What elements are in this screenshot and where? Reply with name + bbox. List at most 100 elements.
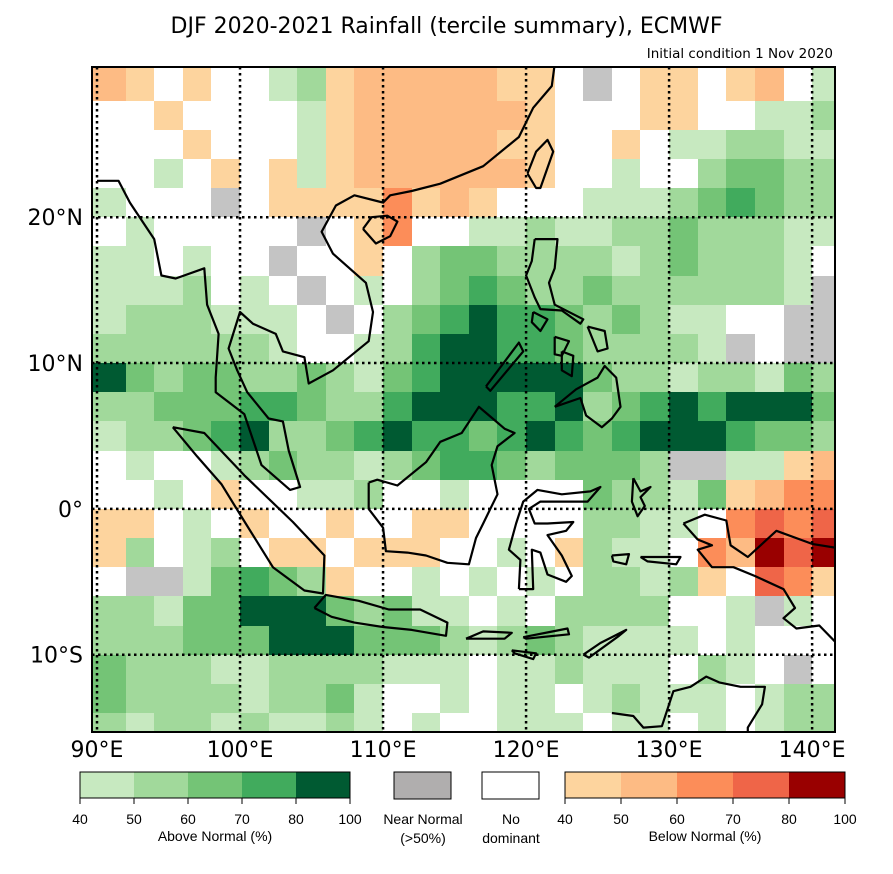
- grid-cell: [354, 67, 383, 101]
- grid-cell: [326, 276, 354, 305]
- grid-cell: [640, 363, 669, 392]
- timor-coast: [582, 628, 628, 659]
- grid-cell: [784, 713, 812, 732]
- grid-cell: [354, 421, 383, 451]
- grid-cell: [211, 188, 240, 217]
- grid-cell: [297, 67, 326, 101]
- grid-cell: [640, 130, 669, 159]
- grid-cell: [726, 713, 755, 732]
- grid-cell: [383, 451, 412, 480]
- grid-cell: [211, 276, 240, 305]
- grid-cell: [555, 655, 583, 684]
- grid-cell: [383, 626, 412, 655]
- grid-cell: [698, 567, 726, 596]
- grid-cell: [583, 451, 612, 480]
- grid-cell: [240, 567, 269, 596]
- grid-cell: [698, 480, 726, 509]
- grid-cell: [240, 67, 269, 101]
- grid-cell: [326, 130, 354, 159]
- above-color-swatch: [188, 772, 242, 798]
- grid-cell: [297, 305, 326, 334]
- grid-cell: [269, 596, 297, 626]
- buru-coast: [610, 552, 631, 566]
- lat-label: 10°N: [28, 352, 83, 377]
- grid-cell: [183, 509, 211, 538]
- grid-cell: [555, 130, 583, 159]
- grid-cell: [126, 159, 154, 188]
- legend-tick-label: 100: [833, 811, 857, 827]
- grid-cell: [526, 101, 555, 130]
- grid-cell: [755, 130, 784, 159]
- grid-cell: [269, 188, 297, 217]
- grid-cell: [383, 305, 412, 334]
- grid-cell: [92, 451, 126, 480]
- grid-cell: [440, 305, 469, 334]
- grid-cell: [784, 188, 812, 217]
- grid-cell: [784, 567, 812, 596]
- grid-cell: [126, 713, 154, 732]
- grid-cell: [297, 334, 326, 363]
- grid-cell: [412, 363, 440, 392]
- grid-cell: [211, 130, 240, 159]
- grid-cell: [326, 305, 354, 334]
- grid-cell: [612, 305, 640, 334]
- grid-cell: [469, 130, 497, 159]
- sumatra-coast: [171, 426, 326, 595]
- grid-cell: [640, 567, 669, 596]
- grid-cell: [269, 101, 297, 130]
- legend-tick-label: 70: [725, 811, 741, 827]
- grid-cell: [412, 421, 440, 451]
- samar-coast: [586, 325, 609, 353]
- lat-label: 20°N: [28, 206, 83, 231]
- grid-cell: [240, 596, 269, 626]
- australia-coast: [611, 675, 767, 732]
- grid-cell: [326, 67, 354, 101]
- grid-cell: [440, 655, 469, 684]
- grid-cell: [526, 451, 555, 480]
- grid-cell: [469, 334, 497, 363]
- grid-cell: [383, 596, 412, 626]
- grid-cell: [240, 655, 269, 684]
- grid-cell: [640, 626, 669, 655]
- grid-cell: [92, 509, 126, 538]
- grid-cell: [784, 67, 812, 101]
- near-normal-swatch: [393, 771, 452, 800]
- lon-label: 140°E: [779, 738, 846, 763]
- grid-cell: [669, 217, 698, 246]
- grid-cell: [183, 130, 211, 159]
- grid-cell: [784, 451, 812, 480]
- grid-cell: [326, 509, 354, 538]
- grid-cell: [440, 363, 469, 392]
- grid-cell: [211, 101, 240, 130]
- grid-cell: [812, 276, 835, 305]
- grid-cell: [812, 538, 835, 567]
- grid-cell: [669, 655, 698, 684]
- grid-cell: [412, 276, 440, 305]
- grid-cell: [497, 713, 526, 732]
- above-color-swatch: [80, 772, 134, 798]
- grid-cell: [412, 67, 440, 101]
- grid-cell: [183, 101, 211, 130]
- grid-cell: [726, 480, 755, 509]
- grid-cell: [526, 626, 555, 655]
- grid-cell: [440, 67, 469, 101]
- grid-cell: [669, 159, 698, 188]
- grid-cell: [126, 276, 154, 305]
- grid-cell: [354, 538, 383, 567]
- grid-cell: [412, 480, 440, 509]
- grid-cell: [354, 101, 383, 130]
- grid-cell: [126, 392, 154, 421]
- grid-cell: [669, 334, 698, 363]
- grid-cell: [240, 188, 269, 217]
- grid-cell: [583, 130, 612, 159]
- grid-cell: [326, 713, 354, 732]
- grid-cell: [812, 246, 835, 276]
- grid-cell: [240, 334, 269, 363]
- grid-cell: [354, 655, 383, 684]
- grid-cell: [812, 509, 835, 538]
- grid-cell: [526, 421, 555, 451]
- grid-cell: [240, 509, 269, 538]
- grid-cell: [326, 421, 354, 451]
- grid-cell: [784, 130, 812, 159]
